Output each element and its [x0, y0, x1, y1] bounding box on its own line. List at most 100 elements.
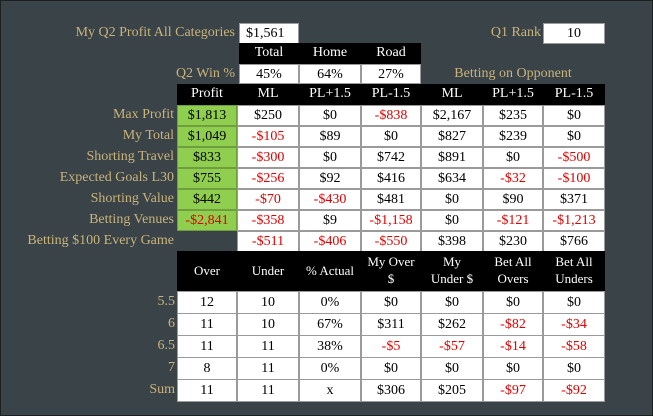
table-cell[interactable]: $0 [299, 147, 361, 168]
table-cell[interactable]: $89 [299, 126, 361, 147]
table-cell[interactable]: $755 [177, 168, 237, 189]
table-cell[interactable]: 11 [237, 335, 299, 358]
table-cell[interactable]: -$121 [483, 210, 543, 231]
table-cell[interactable]: $230 [483, 231, 543, 252]
table-cell[interactable]: $235 [483, 105, 543, 126]
table-cell[interactable]: $1,049 [177, 126, 237, 147]
table-cell[interactable]: -$406 [299, 231, 361, 252]
table-cell[interactable]: 67% [299, 313, 361, 336]
row-label: Max Profit [112, 107, 174, 122]
table-cell[interactable]: -$92 [543, 379, 605, 402]
table-cell[interactable]: $0 [421, 357, 483, 380]
table-cell[interactable]: $0 [483, 357, 543, 380]
table-cell[interactable]: -$1,158 [361, 210, 421, 231]
table-cell[interactable]: $742 [361, 147, 421, 168]
table-cell[interactable]: -$34 [543, 313, 605, 336]
table-cell[interactable]: $891 [421, 147, 483, 168]
table-cell[interactable]: -$300 [237, 147, 299, 168]
table-cell[interactable]: 11 [237, 379, 299, 402]
table-cell[interactable]: $306 [361, 379, 421, 402]
table-cell[interactable]: -$97 [483, 379, 543, 402]
table-cell[interactable]: -$838 [361, 105, 421, 126]
table-cell[interactable]: -$32 [483, 168, 543, 189]
table-cell[interactable]: $0 [361, 126, 421, 147]
win-home-cell[interactable]: 64% [299, 64, 361, 84]
table-cell[interactable]: $250 [237, 105, 299, 126]
table-cell[interactable]: -$1,213 [543, 210, 605, 231]
table-cell[interactable]: $0 [299, 105, 361, 126]
table-cell[interactable]: 0% [299, 291, 361, 314]
table-cell[interactable]: -$105 [237, 126, 299, 147]
table-cell[interactable]: 12 [177, 291, 237, 314]
table-cell[interactable]: $1,813 [177, 105, 237, 126]
ou-row-label: 5.5 [157, 294, 176, 309]
table-cell[interactable]: $0 [361, 357, 421, 380]
table-cell[interactable]: $2,167 [421, 105, 483, 126]
table-cell[interactable]: x [299, 379, 361, 402]
profit-value-cell[interactable]: $1,561 [239, 23, 299, 44]
win-header-total: Total [239, 43, 299, 64]
table-cell[interactable]: -$70 [237, 189, 299, 210]
table-cell[interactable]: $827 [421, 126, 483, 147]
table-cell[interactable]: -$5 [361, 335, 421, 358]
table-cell[interactable]: $0 [543, 105, 605, 126]
table-cell[interactable]: $398 [421, 231, 483, 252]
table-cell[interactable]: -$14 [483, 335, 543, 358]
table-cell[interactable]: $442 [177, 189, 237, 210]
table-cell[interactable]: $9 [299, 210, 361, 231]
table-cell[interactable]: $634 [421, 168, 483, 189]
table-cell[interactable]: $0 [543, 291, 605, 314]
win-total-cell[interactable]: 45% [239, 64, 299, 84]
table-cell[interactable]: $833 [177, 147, 237, 168]
table-cell[interactable]: -$100 [543, 168, 605, 189]
table-cell[interactable]: $766 [543, 231, 605, 252]
table-cell[interactable]: $0 [421, 291, 483, 314]
table-cell[interactable]: -$511 [237, 231, 299, 252]
table-cell[interactable]: -$550 [361, 231, 421, 252]
table-cell[interactable]: 38% [299, 335, 361, 358]
ou-header-line1: My Over [367, 254, 415, 269]
table-cell[interactable]: $481 [361, 189, 421, 210]
table-cell[interactable]: -$57 [421, 335, 483, 358]
rank-value-cell[interactable]: 10 [543, 23, 605, 44]
ou-header-line2: $ [387, 271, 395, 286]
table-cell[interactable]: 11 [237, 357, 299, 380]
table-cell[interactable]: $92 [299, 168, 361, 189]
table-cell[interactable]: $239 [483, 126, 543, 147]
table-cell[interactable]: 10 [237, 313, 299, 336]
table-cell[interactable]: $0 [543, 357, 605, 380]
table-cell[interactable]: $371 [543, 189, 605, 210]
table-cell[interactable]: -$256 [237, 168, 299, 189]
table-cell[interactable]: $90 [483, 189, 543, 210]
table-cell[interactable]: 0% [299, 357, 361, 380]
table-cell[interactable]: -$358 [237, 210, 299, 231]
ou-header-line1: My [442, 254, 462, 269]
table-cell[interactable]: -$58 [543, 335, 605, 358]
table-cell[interactable]: $0 [421, 189, 483, 210]
ou-header-1: Under [237, 251, 299, 293]
table-cell[interactable]: $416 [361, 168, 421, 189]
table-cell[interactable]: $0 [483, 291, 543, 314]
main-header-3: PL-1.5 [361, 84, 421, 105]
table-cell[interactable]: 11 [177, 335, 237, 358]
table-cell[interactable]: $262 [421, 313, 483, 336]
table-cell[interactable]: -$82 [483, 313, 543, 336]
table-cell[interactable]: $0 [483, 147, 543, 168]
table-cell[interactable]: -$2,841 [177, 210, 237, 231]
table-cell[interactable]: 11 [177, 313, 237, 336]
table-cell[interactable]: $311 [361, 313, 421, 336]
win-road-cell[interactable]: 27% [361, 64, 421, 84]
win-header-home: Home [299, 43, 361, 64]
ou-header-0: Over [177, 251, 237, 293]
table-cell[interactable]: 8 [177, 357, 237, 380]
table-cell[interactable]: $0 [543, 126, 605, 147]
table-cell[interactable]: -$430 [299, 189, 361, 210]
table-cell[interactable]: $0 [361, 291, 421, 314]
table-cell[interactable]: $205 [421, 379, 483, 402]
row-label: Expected Goals L30 [59, 170, 174, 185]
table-cell[interactable]: $0 [421, 210, 483, 231]
table-cell[interactable]: 10 [237, 291, 299, 314]
table-cell[interactable]: -$500 [543, 147, 605, 168]
table-cell[interactable]: 11 [177, 379, 237, 402]
ou-header-2: % Actual [299, 251, 361, 293]
